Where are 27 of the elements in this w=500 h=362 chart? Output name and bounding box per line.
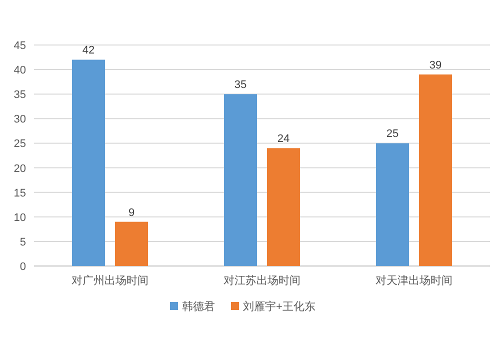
y-tick-label: 40 bbox=[14, 64, 26, 77]
y-tick-label: 25 bbox=[14, 138, 26, 150]
legend-label: 韩德君 bbox=[182, 300, 215, 313]
bar bbox=[419, 74, 452, 266]
x-tick-label: 对天津出场时间 bbox=[376, 274, 452, 287]
data-label: 25 bbox=[386, 128, 399, 140]
bar bbox=[376, 143, 409, 266]
data-label: 42 bbox=[82, 44, 95, 57]
bar bbox=[224, 94, 257, 266]
y-tick-label: 30 bbox=[14, 114, 26, 126]
y-tick-label: 15 bbox=[14, 187, 26, 200]
data-label: 35 bbox=[234, 79, 247, 92]
x-tick-label: 对广州出场时间 bbox=[72, 274, 148, 287]
legend-label: 刘雁宇+王化东 bbox=[243, 300, 316, 313]
bar bbox=[267, 148, 300, 266]
y-tick-label: 0 bbox=[20, 261, 26, 273]
y-tick-label: 5 bbox=[20, 236, 26, 248]
data-label: 39 bbox=[429, 59, 442, 72]
x-tick-label: 对江苏出场时间 bbox=[224, 274, 300, 287]
y-tick-label: 35 bbox=[14, 89, 26, 102]
y-tick-label: 20 bbox=[14, 162, 26, 175]
data-label: 24 bbox=[277, 133, 290, 146]
bar bbox=[115, 222, 148, 266]
bar bbox=[72, 60, 105, 266]
data-label: 9 bbox=[128, 206, 135, 219]
y-tick-label: 10 bbox=[14, 212, 26, 224]
y-tick-label: 45 bbox=[14, 40, 26, 52]
